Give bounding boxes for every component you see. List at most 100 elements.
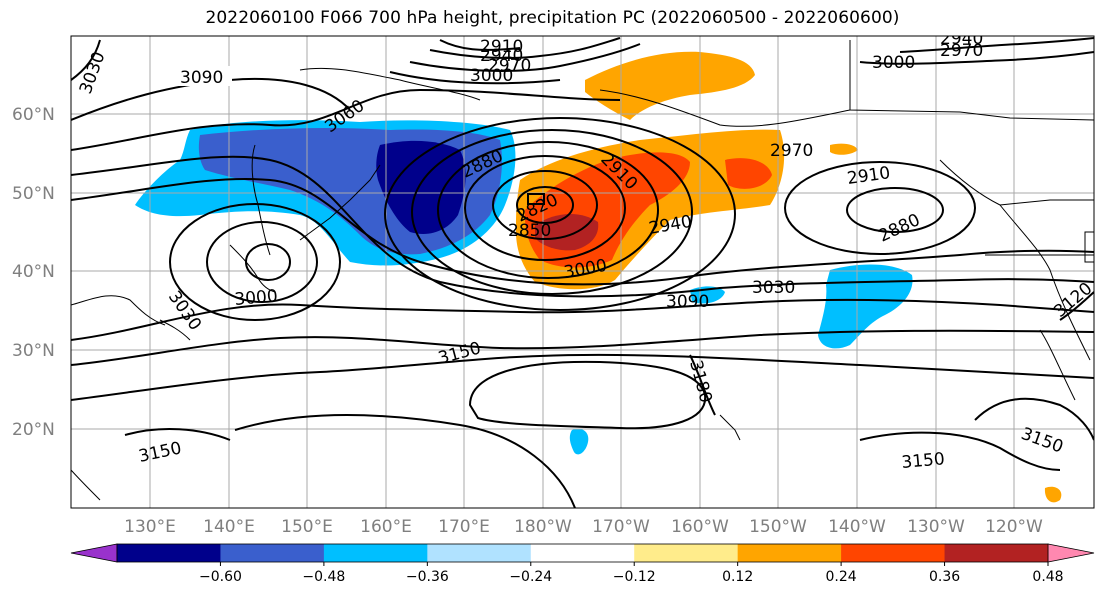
contour-label: 3000 (234, 286, 279, 310)
contour-3180 (689, 354, 716, 416)
contour-3150-e (974, 397, 1094, 441)
contour-3150 (71, 353, 1094, 401)
contour-3090 (71, 298, 1094, 341)
contour-2940 (411, 129, 693, 295)
contour-label: 3150 (436, 338, 483, 369)
plot-frame (70, 35, 1095, 509)
lat-label: 30°N (12, 341, 55, 361)
contour-label: 2850 (508, 221, 551, 241)
contour-3150-se (859, 431, 1061, 471)
longitude-labels: 130°E 140°E 150°E 160°E 170°E 180°W 170°… (124, 517, 1043, 537)
contour-3150-sw2 (234, 414, 576, 508)
contour-east-outer (784, 161, 976, 255)
contour-label: 2940 (940, 29, 983, 49)
colorbar-segments (116, 543, 1049, 563)
colorbar-tick-label: 0.48 (1032, 569, 1063, 585)
lon-label: 160°W (671, 517, 729, 537)
negative-shading-dark (376, 140, 466, 235)
contour-3030 (71, 155, 1094, 298)
colorbar-tick-label: −0.48 (302, 569, 345, 585)
colorbar-segment (944, 544, 1049, 562)
contour-label: 3120 (1050, 279, 1096, 322)
colorbar-segment (117, 544, 221, 562)
lat-label: 60°N (12, 105, 55, 125)
contour-label: 3000 (872, 53, 915, 73)
lon-label: 150°E (281, 517, 333, 537)
negative-shading-south (569, 428, 589, 455)
contour-east-inner (846, 187, 944, 233)
contour-label: 3150 (901, 449, 946, 473)
colorbar-tick-label: 0.36 (929, 569, 960, 585)
colorbar: −0.60 −0.48 −0.36 −0.24 −0.12 0.12 0.24 0.36 0.4… (70, 543, 1095, 585)
contour-2970-top (409, 43, 641, 72)
contour-2970-ne (899, 37, 1094, 53)
contour-2940-top (429, 37, 621, 59)
contour-2880 (464, 155, 626, 261)
lon-label: 170°W (592, 517, 650, 537)
map-title: 2022060100 F066 700 hPa height, precipit… (205, 8, 900, 28)
contour-3000-top (389, 71, 561, 85)
contour-label: 2880 (876, 210, 924, 246)
lon-label: 120°W (985, 517, 1043, 537)
contour-label: 2970 (488, 56, 531, 76)
colorbar-tick-labels: −0.60 −0.48 −0.36 −0.24 −0.12 0.12 0.24 0.36 0.4… (199, 562, 1064, 585)
contour-3150-cell (468, 360, 707, 430)
contour-2970 (384, 117, 736, 311)
contour-2850 (492, 170, 598, 240)
contour-label: 2970 (940, 41, 983, 61)
latitude-labels: 60°N 50°N 40°N 30°N 20°N (12, 105, 55, 440)
contour-3120-e (1059, 291, 1094, 321)
colorbar-segment (841, 544, 946, 562)
contour-japan-mid (206, 221, 318, 303)
contour-2910-top (439, 39, 521, 51)
colorbar-tick-label: −0.12 (613, 569, 656, 585)
colorbar-tick-label: 0.24 (826, 569, 857, 585)
lon-label: 130°W (907, 517, 965, 537)
colorbar-segment (323, 544, 428, 562)
colorbar-segment (220, 544, 325, 562)
colorbar-segment (427, 544, 532, 562)
contour-label: 2940 (480, 46, 523, 66)
colorbar-tick-label: −0.60 (199, 569, 242, 585)
contour-label: 3030 (164, 287, 205, 334)
contour-japan-inner (245, 243, 291, 281)
contour-2820 (516, 186, 574, 224)
negative-shading-east (818, 264, 913, 349)
colorbar-extend-left (70, 543, 118, 563)
contour-label: 3090 (180, 68, 223, 88)
contour-label: 3180 (685, 358, 716, 405)
contour-label: 3030 (752, 278, 795, 298)
contour-label: 3000 (470, 66, 513, 86)
colorbar-segment (634, 544, 739, 562)
map-plot-area: 3090 3060 3030 2910 2940 2970 3000 2880 … (71, 29, 1096, 508)
contour-2910 (437, 141, 659, 279)
positive-shading-patch-e (725, 158, 772, 189)
contour-3030-left (71, 39, 101, 81)
contour-label: 3150 (137, 438, 183, 467)
contour-label: 2910 (480, 37, 523, 57)
lat-label: 50°N (12, 184, 55, 204)
lat-label: 40°N (12, 262, 55, 282)
lon-label: 150°W (749, 517, 807, 537)
positive-shading-patch-ne (830, 143, 858, 155)
contour-label: 2970 (770, 141, 813, 161)
contour-3060 (71, 88, 621, 151)
positive-shading-top (585, 51, 755, 120)
lon-label: 170°E (438, 517, 490, 537)
colorbar-tick-label: 0.12 (722, 569, 753, 585)
lon-label: 140°E (203, 517, 255, 537)
colorbar-segment (530, 544, 635, 562)
contour-japan-outer (169, 203, 341, 321)
positive-shading-patch-se (1044, 486, 1062, 503)
contour-3120 (71, 329, 1094, 366)
contour-label: 3090 (666, 292, 709, 312)
colorbar-tick-label: −0.36 (406, 569, 449, 585)
colorbar-frame (116, 543, 1049, 563)
contour-3000 (71, 178, 1094, 286)
contour-3150-sw (124, 428, 231, 441)
contour-label: 2910 (846, 163, 892, 189)
lon-label: 180°W (514, 517, 572, 537)
contour-3000-ne (859, 51, 1094, 65)
colorbar-extend-right (1047, 543, 1095, 563)
